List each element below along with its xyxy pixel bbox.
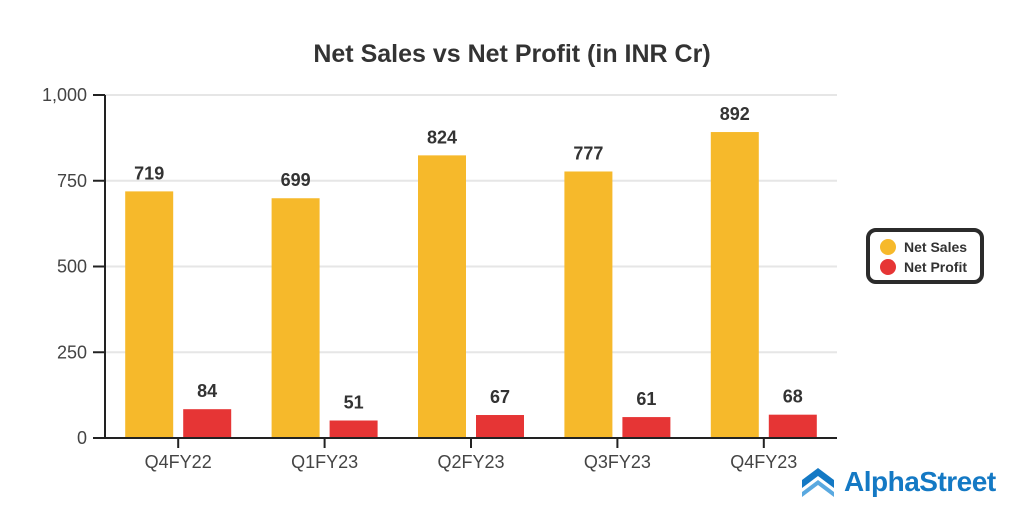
data-label-net-sales: 824	[427, 127, 457, 147]
legend-label: Net Profit	[904, 259, 967, 275]
bar-net-sales	[418, 155, 466, 439]
bar-net-profit	[476, 415, 524, 438]
chart-title: Net Sales vs Net Profit (in INR Cr)	[313, 40, 710, 68]
data-label-net-profit: 51	[344, 393, 364, 413]
x-tick-label: Q2FY23	[437, 452, 504, 472]
legend: Net Sales Net Profit	[866, 228, 984, 284]
net-profit-swatch	[880, 259, 896, 275]
bar-net-sales	[564, 171, 613, 438]
x-tick-label: Q4FY23	[730, 452, 797, 472]
y-tick-label: 1,000	[42, 85, 87, 105]
bar-net-sales	[125, 191, 174, 438]
x-tick-label: Q4FY22	[145, 452, 212, 472]
data-label-net-profit: 68	[783, 387, 803, 407]
bar-net-profit	[183, 409, 232, 438]
y-tick-label: 250	[57, 342, 87, 362]
y-tick-label: 500	[57, 257, 87, 277]
legend-item-net-profit: Net Profit	[880, 257, 980, 277]
legend-label: Net Sales	[904, 239, 968, 255]
bar-net-sales	[710, 132, 759, 438]
brand-name: AlphaStreet	[844, 466, 996, 497]
y-tick-label: 750	[57, 171, 87, 191]
net-sales-swatch	[880, 239, 896, 255]
x-tick-label: Q1FY23	[291, 452, 358, 472]
data-label-net-sales: 699	[281, 170, 311, 190]
data-label-net-profit: 67	[490, 387, 510, 407]
alphastreet-chevron-icon	[802, 468, 834, 497]
y-tick-label: 0	[77, 428, 87, 448]
data-label-net-profit: 61	[636, 389, 656, 409]
bar-net-profit	[622, 417, 671, 438]
data-label-net-sales: 892	[720, 104, 750, 124]
bar-net-sales	[271, 198, 320, 438]
bar-net-profit	[768, 414, 817, 438]
legend-item-net-sales: Net Sales	[880, 237, 980, 257]
data-label-net-sales: 719	[134, 163, 164, 183]
bar-net-profit	[329, 420, 378, 438]
alphastreet-logo: AlphaStreet	[800, 466, 996, 498]
data-label-net-profit: 84	[197, 381, 217, 401]
x-tick-label: Q3FY23	[584, 452, 651, 472]
data-label-net-sales: 777	[573, 143, 603, 163]
